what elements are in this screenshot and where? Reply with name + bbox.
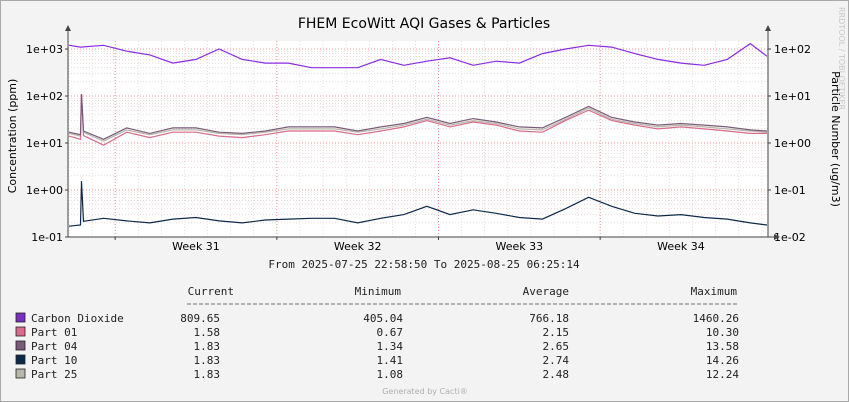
legend-table: Current Minimum Average Maximum Carbon Dioxi… <box>15 285 739 381</box>
series-lines <box>68 42 768 227</box>
legend-swatch <box>15 326 26 337</box>
rrdtool-watermark: RRDTOOL / TOBI OETIKER <box>837 7 846 110</box>
x-tick-label: Week 31 <box>172 240 220 253</box>
y2-tick-label: 1e-02 <box>774 231 806 244</box>
chart-title: FHEM EcoWitt AQI Gases & Particles <box>298 16 550 32</box>
legend-value-average: 2.48 <box>543 368 570 381</box>
series-line-part-04 <box>68 94 768 140</box>
series-line-carbon-dioxide <box>68 42 768 69</box>
legend-value-average: 2.15 <box>543 326 570 339</box>
legend-value-average: 2.65 <box>543 340 570 353</box>
legend-value-current: 809.65 <box>180 312 220 325</box>
legend-value-minimum: 1.34 <box>377 340 404 353</box>
legend-series-name: Part 25 <box>31 368 77 381</box>
y2-tick-label: 1e-01 <box>774 184 806 197</box>
legend-value-current: 1.83 <box>194 340 221 353</box>
legend-value-minimum: 1.41 <box>377 354 404 367</box>
legend-swatch <box>15 354 26 365</box>
x-tick-label: Week 32 <box>334 240 382 253</box>
legend-header-average: Average <box>523 285 569 298</box>
legend-value-current: 1.83 <box>194 354 221 367</box>
y2-axis-label: Particle Number (ug/m3) <box>829 71 842 207</box>
x-tick-label: Week 34 <box>657 240 705 253</box>
x-tick-label: Week 33 <box>496 240 544 253</box>
y2-tick-label: 1e+00 <box>774 137 811 150</box>
y-tick-label: 1e+00 <box>26 184 63 197</box>
plot-area <box>68 41 768 237</box>
legend-series-name: Carbon Dioxide <box>31 312 124 325</box>
legend-series-name: Part 04 <box>31 340 78 353</box>
series-line-part-10 <box>68 181 768 227</box>
y-axis-label: Concentration (ppm) <box>6 79 19 194</box>
date-range-label: From 2025-07-25 22:58:50 To 2025-08-25 0… <box>268 258 580 271</box>
series-line-part-01 <box>68 94 767 146</box>
x-axis-arrow <box>774 234 780 240</box>
axes: 1e-01 1e-02 1e+00 1e-01 1e+01 1e+00 1e+02 1e+01… <box>26 25 811 253</box>
legend-header-current: Current <box>188 285 234 298</box>
series-line-part-25 <box>68 94 768 142</box>
y-tick-label: 1e+03 <box>26 43 63 56</box>
footer-generated-by: Generated by Cacti® <box>382 387 468 396</box>
legend-value-average: 2.74 <box>543 354 570 367</box>
y-tick-label: 1e-01 <box>31 231 63 244</box>
y-tick-label: 1e+01 <box>26 137 63 150</box>
legend-header-maximum: Maximum <box>691 285 738 298</box>
legend-header-minimum: Minimum <box>355 285 402 298</box>
legend-value-minimum: 0.67 <box>377 326 404 339</box>
y-axis-arrow <box>65 25 71 31</box>
y-tick-label: 1e+02 <box>26 90 63 103</box>
legend-value-minimum: 405.04 <box>363 312 403 325</box>
legend-swatch <box>15 312 26 323</box>
legend-value-maximum: 1460.26 <box>693 312 739 325</box>
legend-value-maximum: 10.30 <box>706 326 739 339</box>
y2-tick-label: 1e+01 <box>774 90 811 103</box>
legend-swatch <box>15 368 26 379</box>
legend-value-maximum: 14.26 <box>706 354 739 367</box>
legend-value-current: 1.58 <box>194 326 221 339</box>
legend-swatch <box>15 340 26 351</box>
y2-axis-arrow <box>765 25 771 31</box>
legend-value-maximum: 13.58 <box>706 340 739 353</box>
legend-value-average: 766.18 <box>529 312 569 325</box>
legend-series-name: Part 01 <box>31 326 77 339</box>
legend-series-name: Part 10 <box>31 354 77 367</box>
y2-tick-label: 1e+02 <box>774 43 811 56</box>
legend-value-current: 1.83 <box>194 368 221 381</box>
legend-value-minimum: 1.08 <box>377 368 404 381</box>
legend-value-maximum: 12.24 <box>706 368 739 381</box>
